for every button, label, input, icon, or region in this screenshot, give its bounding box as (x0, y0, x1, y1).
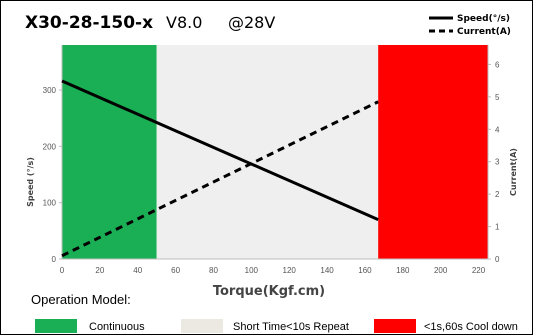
y-left-tick-2: 200 (43, 142, 57, 151)
y-right-tick-6: 6 (495, 60, 500, 69)
operation-model-title: Operation Model: (31, 292, 131, 307)
x-tick-9: 180 (396, 266, 410, 275)
x-axis-title: Torque(Kgf.cm) (213, 284, 325, 299)
x-tick-4: 80 (209, 266, 218, 275)
x-tick-0: 0 (60, 266, 65, 275)
x-tick-2: 40 (133, 266, 142, 275)
operation-model-legend: Continuous Short Time<10s Repeat <1s,60s… (35, 319, 518, 333)
op-label-continuous: Continuous (89, 321, 145, 333)
operation-zones (62, 45, 488, 259)
op-swatch-cool-down (374, 319, 416, 333)
x-tick-7: 140 (320, 266, 334, 275)
series-line-0 (61, 79, 379, 221)
x-tick-10: 200 (434, 266, 448, 275)
y-axis-right-title: Current(A) (509, 148, 518, 196)
chart-legend: Speed(°/s) Current(A) (429, 14, 511, 37)
y-right-tick-0: 0 (495, 255, 500, 264)
legend-speed-label: Speed(°/s) (457, 14, 510, 24)
x-tick-1: 20 (95, 266, 104, 275)
op-swatch-short-time (181, 319, 223, 333)
zone-1 (156, 45, 379, 259)
x-tick-8: 160 (358, 266, 372, 275)
zone-0 (62, 45, 157, 259)
y-right-tick-3: 3 (495, 158, 500, 167)
y-right-tick-5: 5 (495, 93, 500, 102)
op-swatch-continuous (35, 319, 77, 333)
zone-2 (378, 45, 488, 259)
y-left-tick-1: 100 (43, 199, 57, 208)
voltage-label: @28V (228, 13, 275, 32)
op-label-cool-down: <1s,60s Cool down (424, 321, 518, 333)
version-label: V8.0 (166, 13, 202, 32)
tick-labels: 0 20 40 60 80 100 120 140 160 180 200 2200100200300… (43, 60, 500, 275)
x-tick-3: 60 (171, 266, 180, 275)
chart-series (61, 79, 379, 258)
y-right-tick-2: 2 (495, 190, 500, 199)
series-line-1 (61, 100, 379, 258)
x-tick-6: 120 (283, 266, 297, 275)
y-axis-left-title: Speed (°/s) (26, 157, 35, 207)
y-left-tick-3: 300 (43, 86, 57, 95)
legend-current-label: Current(A) (457, 27, 511, 37)
x-tick-5: 100 (245, 266, 259, 275)
y-left-tick-0: 0 (52, 255, 57, 264)
y-right-tick-4: 4 (495, 125, 500, 134)
x-tick-11: 220 (472, 266, 486, 275)
model-title: X30-28-150-x (25, 13, 153, 33)
op-label-short-time: Short Time<10s Repeat (233, 321, 349, 333)
chart-axes (61, 45, 489, 260)
y-right-tick-1: 1 (495, 223, 500, 232)
